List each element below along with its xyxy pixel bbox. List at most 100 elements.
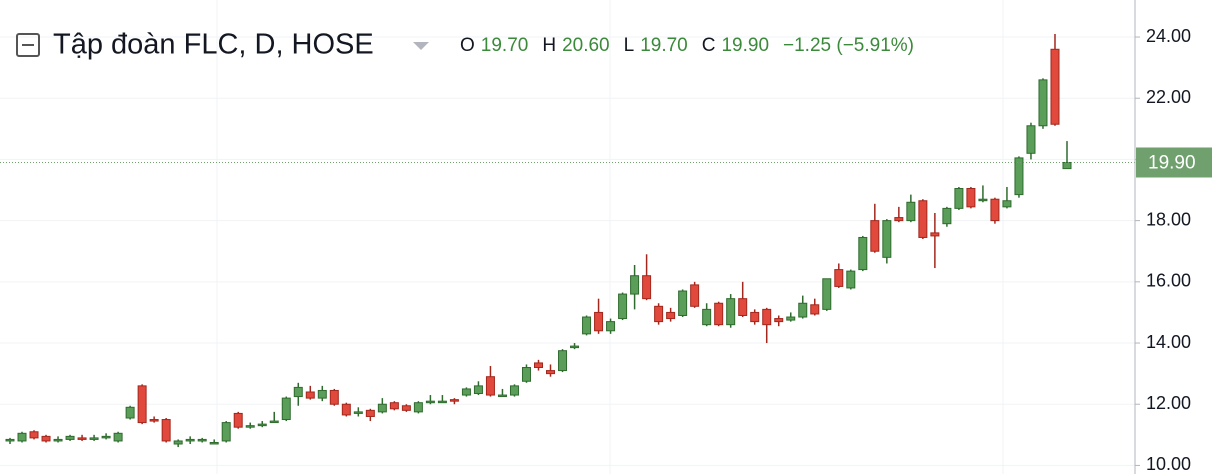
header: Tập đoàn FLC, D, HOSE O 19.70 H 20.60 L 19.70… xyxy=(16,29,914,61)
candle-body xyxy=(630,275,640,295)
legend-key: C xyxy=(702,35,716,56)
candle-body xyxy=(125,406,135,419)
candle-body xyxy=(894,217,904,222)
candle-body xyxy=(798,302,808,318)
candle-body xyxy=(161,419,171,442)
candle-body xyxy=(77,437,87,440)
plot xyxy=(0,33,1135,448)
candle-body xyxy=(377,403,387,413)
y-tick-label: 24.00 xyxy=(1146,26,1191,46)
candle-body xyxy=(365,409,375,417)
candle-body xyxy=(618,293,628,320)
candle-body xyxy=(582,316,592,335)
candle-body xyxy=(521,367,531,382)
last-price-tag xyxy=(1136,147,1212,178)
candle-body xyxy=(53,438,63,442)
candle-body xyxy=(858,236,868,271)
ohlc-legend: O 19.70 H 20.60 L 19.70 C 19.90 −1.25 (−5.91%) xyxy=(460,35,914,56)
candle-body xyxy=(906,201,916,222)
candle-body xyxy=(786,316,796,321)
candle-body xyxy=(846,270,856,289)
chart-title[interactable]: Tập đoàn FLC, D, HOSE xyxy=(53,29,374,61)
candle-body xyxy=(449,399,459,402)
legend-key: O xyxy=(460,35,475,56)
legend-key: H xyxy=(542,35,556,56)
candle-body xyxy=(137,385,147,424)
candle-body xyxy=(594,311,604,332)
legend-key: L xyxy=(624,35,635,56)
candle-body xyxy=(966,187,976,208)
candle-body xyxy=(425,400,435,404)
candle-body xyxy=(774,318,784,323)
candle-body xyxy=(870,220,880,252)
y-tick-label: 14.00 xyxy=(1146,332,1191,352)
candle-body xyxy=(606,321,616,332)
candle-body xyxy=(89,437,99,440)
candle-body xyxy=(1038,79,1048,127)
candle-body xyxy=(882,220,892,258)
candle-body xyxy=(762,308,772,326)
candle-body xyxy=(173,440,183,445)
legend-value: 20.60 xyxy=(562,35,610,56)
y-tick-label: 10.00 xyxy=(1146,454,1191,474)
price-axis: 10.0012.0014.0016.0018.0020.0022.0024.00… xyxy=(1135,26,1212,474)
candle-body xyxy=(293,386,303,398)
candle-body xyxy=(558,350,568,372)
candle-body xyxy=(834,269,844,287)
candle-body xyxy=(942,207,952,225)
candle-body xyxy=(978,198,988,202)
candle-body xyxy=(149,419,159,422)
vertical-grid xyxy=(216,0,1004,474)
candle-body xyxy=(317,389,327,399)
candle-body xyxy=(1050,48,1060,125)
candle-body xyxy=(702,308,712,326)
candle-body xyxy=(1014,157,1024,196)
candle-body xyxy=(413,402,423,413)
candle-body xyxy=(690,284,700,307)
candle-body xyxy=(570,345,580,349)
legend-value: 19.70 xyxy=(481,35,529,56)
candle-body xyxy=(437,400,447,404)
candle-body xyxy=(473,385,483,395)
y-tick-label: 22.00 xyxy=(1146,87,1191,107)
candle-body xyxy=(534,362,543,369)
collapse-icon[interactable] xyxy=(16,33,40,57)
candle-body xyxy=(389,402,399,410)
candle-body xyxy=(113,432,123,442)
candle-body xyxy=(269,420,279,424)
candle-body xyxy=(197,438,207,442)
y-tick-label: 16.00 xyxy=(1146,271,1191,291)
dropdown-caret[interactable] xyxy=(413,42,429,50)
legend-value: 19.90 xyxy=(721,35,769,56)
candle-body xyxy=(509,385,519,396)
candle-body xyxy=(257,423,267,427)
candle-body xyxy=(209,441,219,445)
candle-body xyxy=(642,275,652,300)
candle-body xyxy=(401,405,411,411)
candle-body xyxy=(954,187,964,209)
candle-body xyxy=(221,422,231,442)
candle-body xyxy=(678,290,688,316)
candle-body xyxy=(65,435,75,440)
candle-body xyxy=(353,411,363,414)
y-tick-label: 12.00 xyxy=(1146,393,1191,413)
candle-body xyxy=(714,302,724,326)
candle-body xyxy=(546,370,556,375)
candle-body xyxy=(750,311,760,323)
candle-body xyxy=(41,435,51,442)
candle-body xyxy=(666,311,676,320)
candle-body xyxy=(185,438,195,442)
candle-body xyxy=(918,200,928,238)
candle-body xyxy=(497,394,507,398)
candle-body xyxy=(341,403,351,416)
candle-body xyxy=(101,435,111,439)
candle-body xyxy=(461,388,471,396)
grid xyxy=(0,36,1135,466)
candle-body xyxy=(1026,125,1036,154)
candle-body xyxy=(5,438,15,442)
candle-body xyxy=(726,298,736,326)
candle-body xyxy=(233,412,243,428)
candle-body xyxy=(305,391,315,399)
